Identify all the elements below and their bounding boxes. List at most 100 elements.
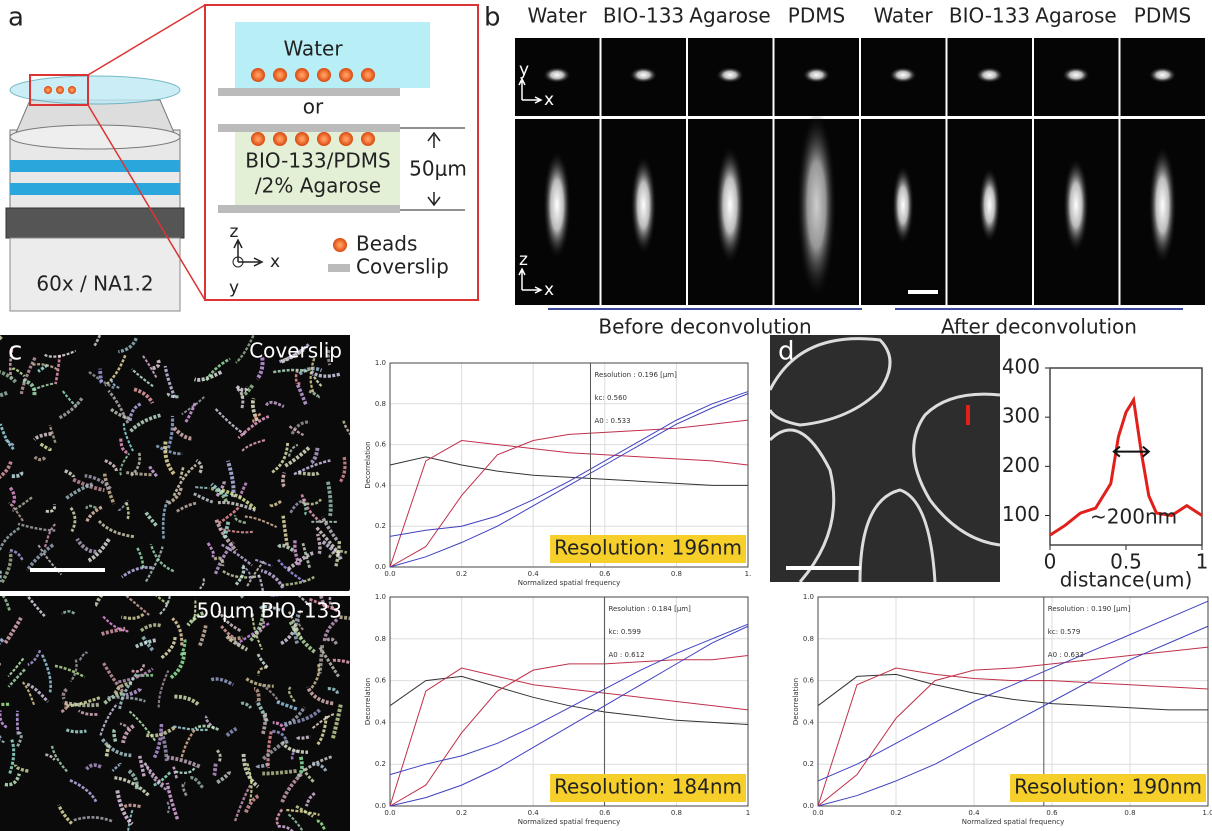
label: Before deconvolution: [598, 315, 811, 339]
label: Coverslip: [356, 255, 449, 279]
label: BIO-133: [603, 4, 684, 28]
label: 0.6: [1046, 809, 1058, 817]
label: /2% Agarose: [255, 174, 381, 198]
bead-spot: [979, 167, 1001, 243]
label: 0.6: [599, 809, 611, 817]
label: 0.2: [456, 570, 467, 578]
label: Water: [873, 4, 933, 28]
bead-spot: [716, 67, 744, 83]
label: y: [519, 60, 529, 80]
label: Water: [283, 37, 343, 61]
label: 50μm: [409, 157, 467, 181]
y-tick-label: 1.0: [803, 593, 814, 601]
label: x: [544, 90, 554, 110]
label: Normalized spatial frequency: [518, 579, 621, 587]
label: Decorrelation: [364, 441, 372, 488]
label: 0: [1044, 550, 1057, 574]
y-tick-label: 0.4: [375, 718, 387, 726]
bead-spot: [630, 67, 658, 83]
label: z: [519, 250, 528, 270]
y-tick-label: 1.0: [375, 593, 386, 601]
label: Agarose: [689, 4, 770, 28]
label: x: [544, 280, 554, 300]
y-tick-label: 400: [1002, 355, 1040, 379]
bead-spot: [797, 110, 837, 300]
y-tick-label: 200: [1002, 453, 1040, 477]
label: kc: 0.599: [608, 628, 641, 636]
label: 0.8: [671, 570, 682, 578]
label: y: [229, 278, 239, 298]
filament: [114, 729, 116, 741]
y-tick-label: 0.8: [375, 400, 386, 408]
bead-spot: [631, 155, 657, 255]
label: 0.0: [812, 809, 823, 817]
micrograph: [0, 335, 350, 591]
scale-bar: [908, 290, 938, 294]
label: Resolution : 0.190 [µm]: [1048, 605, 1131, 613]
bead-spot: [1063, 157, 1089, 253]
label: Decorrelation: [792, 678, 800, 725]
label: Normalized spatial frequency: [962, 818, 1065, 826]
label: 0.2: [456, 809, 467, 817]
label: a: [8, 3, 24, 33]
label: Decorrelation: [364, 678, 372, 725]
y-tick-label: 1.0: [375, 359, 386, 367]
label: 0.4: [528, 809, 540, 817]
label: 1.0: [1202, 809, 1212, 817]
label: BIO-133/PDMS: [245, 149, 390, 173]
filament: [297, 736, 310, 738]
label: Resolution: 184nm: [554, 775, 742, 799]
label: BIO-133: [949, 4, 1030, 28]
y-tick-label: 100: [1002, 502, 1040, 526]
y-tick-label: 0.6: [803, 677, 815, 685]
bead-spot: [803, 67, 831, 83]
micrograph: [770, 335, 1000, 582]
y-tick-label: 300: [1002, 404, 1040, 428]
label: 1.: [745, 570, 752, 578]
y-tick-label: 0.4: [803, 718, 815, 726]
y-tick-label: 0.8: [375, 635, 386, 643]
label: z: [230, 222, 239, 242]
objective-drawing: [6, 5, 205, 311]
label: 0.0: [384, 570, 395, 578]
y-tick-label: 0.2: [375, 522, 386, 530]
y-tick-label: 0.6: [375, 677, 387, 685]
y-tick-label: 0.8: [803, 635, 814, 643]
bead-spot: [1149, 145, 1177, 265]
label: kc: 0.579: [1048, 628, 1081, 636]
label: 0.4: [528, 570, 540, 578]
label: PDMS: [788, 4, 845, 28]
label: Normalized spatial frequency: [518, 818, 621, 826]
label: After deconvolution: [941, 315, 1137, 339]
label: or: [303, 95, 324, 119]
label: 0.0: [384, 809, 395, 817]
bead-spot: [889, 67, 917, 83]
label: A0 : 0.633: [1048, 651, 1084, 659]
label: Resolution : 0.184 [µm]: [608, 605, 691, 613]
scale-bar: [786, 566, 861, 570]
bead-spot: [1149, 67, 1177, 83]
bead-spot: [543, 67, 571, 83]
bead-spot: [1062, 67, 1090, 83]
figure: aWaterorBIO-133/PDMS/2% Agarose50μmzxyBe…: [0, 0, 1212, 831]
label: A0 : 0.612: [608, 651, 644, 659]
bead-spot: [715, 145, 745, 265]
label: 1: [1196, 550, 1209, 574]
filament: [195, 487, 209, 488]
bead-spot: [892, 165, 914, 245]
label: 0.2: [890, 809, 901, 817]
label: ~200nm: [1090, 504, 1177, 528]
label: Agarose: [1035, 4, 1116, 28]
label: 50μm BIO-133: [197, 599, 342, 623]
label: 60x / NA1.2: [36, 272, 153, 296]
label: 1: [746, 809, 750, 817]
label: 0.8: [671, 809, 682, 817]
label: 0.8: [1124, 809, 1135, 817]
scale-bar: [30, 568, 105, 572]
label: 0.6: [599, 570, 611, 578]
y-tick-label: 0.4: [375, 481, 387, 489]
label: kc: 0.560: [594, 394, 627, 402]
filament: [214, 763, 216, 776]
label: PDMS: [1134, 4, 1191, 28]
bead-spot: [543, 150, 571, 260]
